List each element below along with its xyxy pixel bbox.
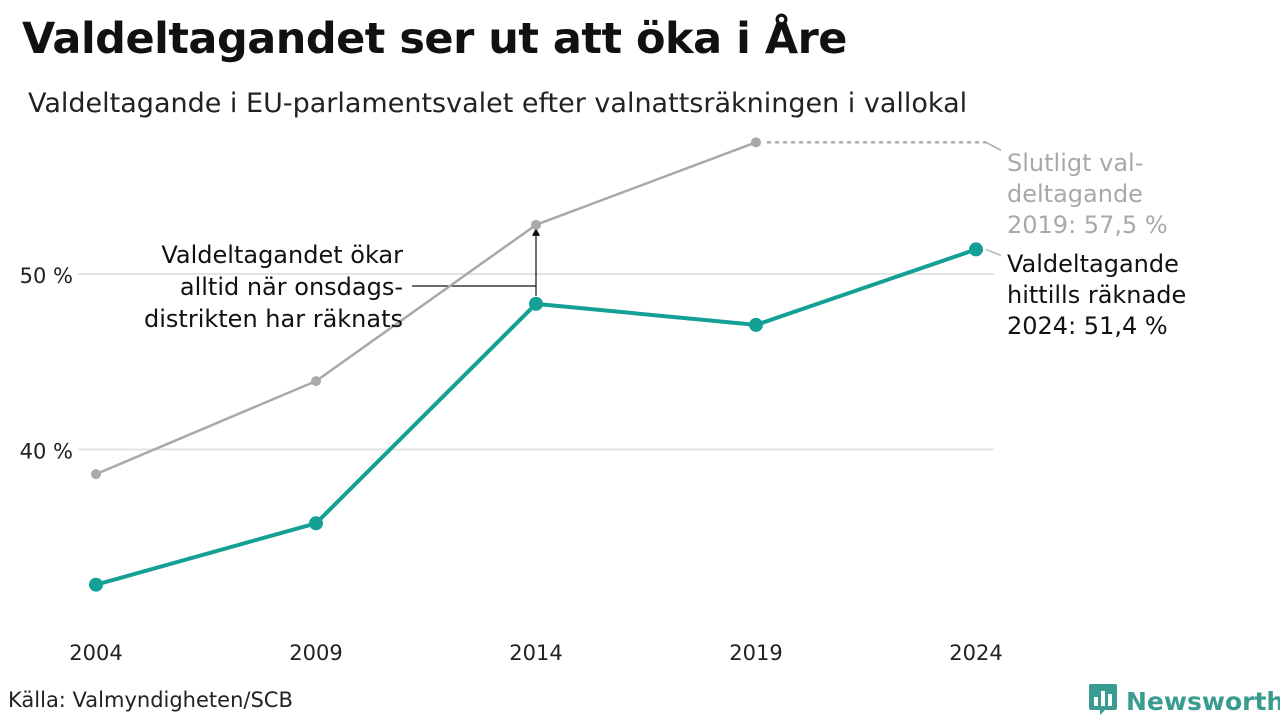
current-value-label: 2024: 51,4 %: [1007, 312, 1168, 340]
note-text: distrikten har räknats: [144, 305, 403, 333]
data-point-current: [89, 577, 103, 592]
note-arrow-head: [532, 227, 540, 236]
brand-name: Newsworthy: [1126, 686, 1280, 716]
y-tick-label: 40 %: [20, 440, 73, 464]
brand[interactable]: Newsworthy: [1088, 682, 1280, 720]
current-value-label: hittills räknade: [1007, 281, 1186, 309]
data-point-current: [309, 516, 323, 531]
note-text: Valdeltagandet ökar: [161, 241, 403, 269]
x-tick-label: 2019: [729, 641, 782, 665]
data-point-final: [91, 469, 101, 480]
chart-title: Valdeltagandet ser ut att öka i Åre: [22, 14, 847, 64]
data-point-current: [749, 317, 763, 332]
current-label-leader: [985, 248, 1002, 257]
note-text: alltid när onsdags-: [180, 273, 403, 301]
data-point-current: [529, 296, 543, 311]
final-value-label: Slutligt val-: [1007, 149, 1143, 177]
annotation-layer: [412, 141, 1002, 296]
x-tick-label: 2014: [509, 641, 562, 665]
data-point-current: [969, 242, 983, 257]
final-label-leader: [985, 141, 1002, 151]
bar-chart-speech-bubble-icon: [1088, 682, 1118, 720]
current-value-label: Valdeltagande: [1007, 250, 1179, 278]
y-tick-label: 50 %: [20, 264, 73, 288]
series-line-final: [95, 141, 757, 476]
chart-subtitle: Valdeltagande i EU-parlamentsvalet efter…: [28, 88, 968, 119]
data-point-final: [531, 219, 541, 230]
x-tick-label: 2009: [289, 641, 342, 665]
final-value-label: 2019: 57,5 %: [1007, 211, 1168, 239]
line-chart: 40 % 50 % 2004 2009 2014 2019 2024 Slutligt val…: [20, 137, 1187, 665]
x-tick-label: 2004: [69, 641, 122, 665]
data-point-final: [311, 376, 321, 387]
series-layer: [89, 137, 983, 592]
data-point-final: [751, 137, 761, 148]
label-layer: 40 % 50 % 2004 2009 2014 2019 2024 Slutligt val…: [20, 149, 1187, 665]
source-note: Källa: Valmyndigheten/SCB: [8, 688, 293, 712]
x-tick-label: 2024: [949, 641, 1002, 665]
final-value-label: deltagande: [1007, 180, 1143, 208]
